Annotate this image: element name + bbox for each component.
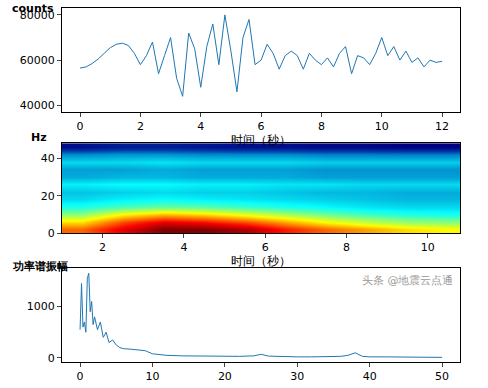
svg-text:0: 0 bbox=[48, 352, 55, 365]
svg-text:counts: counts bbox=[12, 2, 54, 15]
svg-text:30: 30 bbox=[290, 370, 304, 383]
svg-text:10: 10 bbox=[375, 120, 389, 133]
svg-text:80000: 80000 bbox=[20, 9, 55, 22]
svg-text:0: 0 bbox=[77, 120, 84, 133]
svg-text:50: 50 bbox=[435, 370, 449, 383]
svg-text:4: 4 bbox=[180, 241, 187, 254]
svg-text:40: 40 bbox=[41, 152, 55, 165]
svg-text:6: 6 bbox=[258, 120, 265, 133]
svg-text:头条 @地震云点通: 头条 @地震云点通 bbox=[362, 274, 454, 287]
svg-text:4: 4 bbox=[197, 120, 204, 133]
svg-text:20: 20 bbox=[218, 370, 232, 383]
svg-text:20: 20 bbox=[41, 190, 55, 203]
svg-text:2: 2 bbox=[137, 120, 144, 133]
svg-text:时间（秒）: 时间（秒） bbox=[231, 133, 291, 147]
svg-text:12: 12 bbox=[435, 120, 449, 133]
svg-text:40000: 40000 bbox=[20, 99, 55, 112]
svg-text:10: 10 bbox=[145, 370, 159, 383]
svg-text:8: 8 bbox=[343, 241, 350, 254]
svg-text:8: 8 bbox=[318, 120, 325, 133]
svg-text:10: 10 bbox=[421, 241, 435, 254]
svg-text:40: 40 bbox=[363, 370, 377, 383]
svg-text:6: 6 bbox=[262, 241, 269, 254]
svg-text:时间（秒）: 时间（秒） bbox=[231, 254, 291, 268]
svg-text:0: 0 bbox=[48, 227, 55, 240]
svg-text:1000: 1000 bbox=[27, 300, 55, 313]
svg-text:2: 2 bbox=[99, 241, 106, 254]
svg-text:60000: 60000 bbox=[20, 54, 55, 67]
svg-text:功率谱振幅: 功率谱振幅 bbox=[12, 260, 68, 273]
svg-text:0: 0 bbox=[77, 370, 84, 383]
svg-text:Hz: Hz bbox=[31, 131, 47, 144]
